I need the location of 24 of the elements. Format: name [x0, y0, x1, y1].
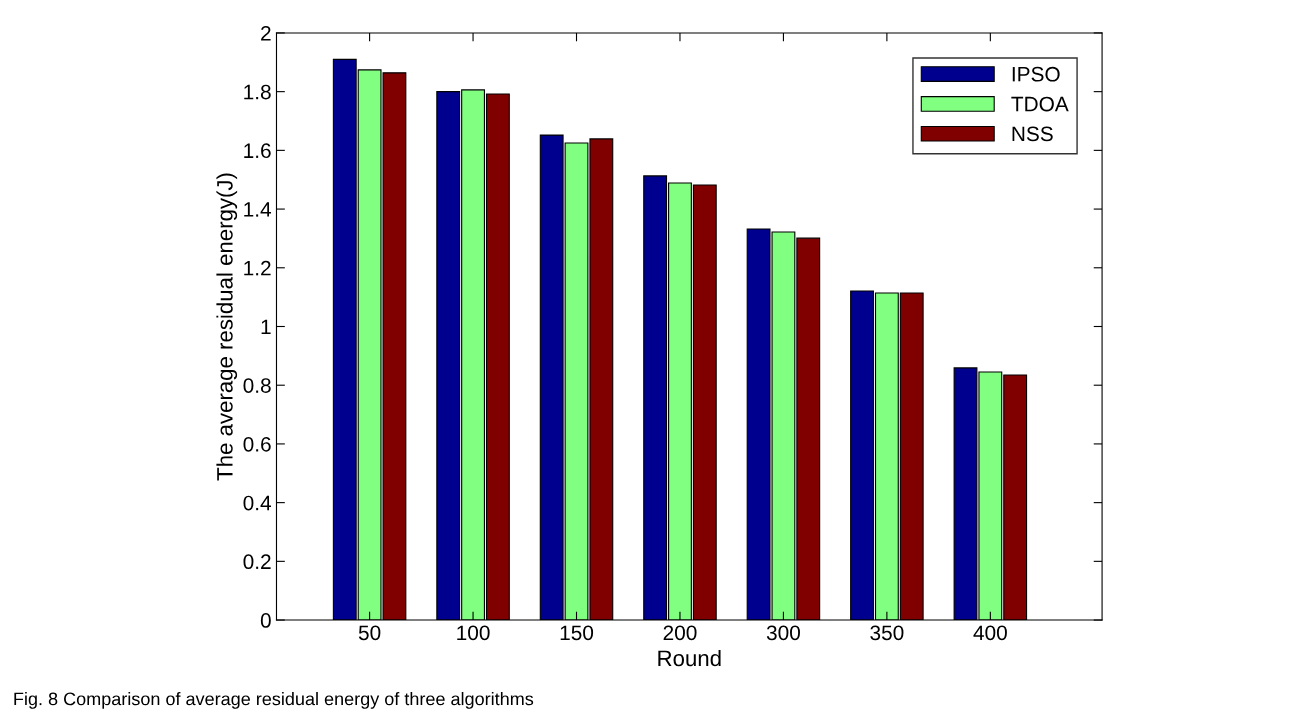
y-tick-label: 0 [260, 613, 271, 628]
x-tick-label: 400 [973, 625, 1007, 641]
y-axis-title: The average residual energy(J) [216, 173, 238, 481]
y-tick-label: 1.6 [244, 143, 271, 159]
legend-label: TDOA [1011, 96, 1069, 112]
y-tick-label: 2 [261, 25, 271, 41]
y-tick-label: 1.8 [244, 84, 271, 100]
y-tick-label: 1.2 [244, 260, 271, 276]
x-tick-label: 200 [663, 625, 697, 641]
x-tick-label: 150 [560, 625, 594, 641]
y-tick-label: 1 [261, 319, 271, 335]
x-tick-label: 100 [457, 625, 490, 641]
y-tick-label: 1.4 [244, 202, 272, 217]
y-tick-label: 0.4 [243, 495, 272, 511]
y-tick-label: 0.8 [243, 378, 271, 393]
caption: Fig. 8 Comparison of average residual energy of three algorithms [14, 692, 534, 709]
legend-label: NSS [1012, 126, 1053, 142]
x-axis-title: Round [658, 649, 721, 667]
legend-label: IPSO [1012, 66, 1060, 82]
y-tick-label: 0.6 [243, 436, 271, 452]
x-tick-label: 50 [358, 625, 381, 641]
y-tick-label: 0.2 [243, 554, 271, 570]
x-tick-label: 300 [766, 625, 800, 641]
x-tick-label: 350 [870, 625, 904, 641]
